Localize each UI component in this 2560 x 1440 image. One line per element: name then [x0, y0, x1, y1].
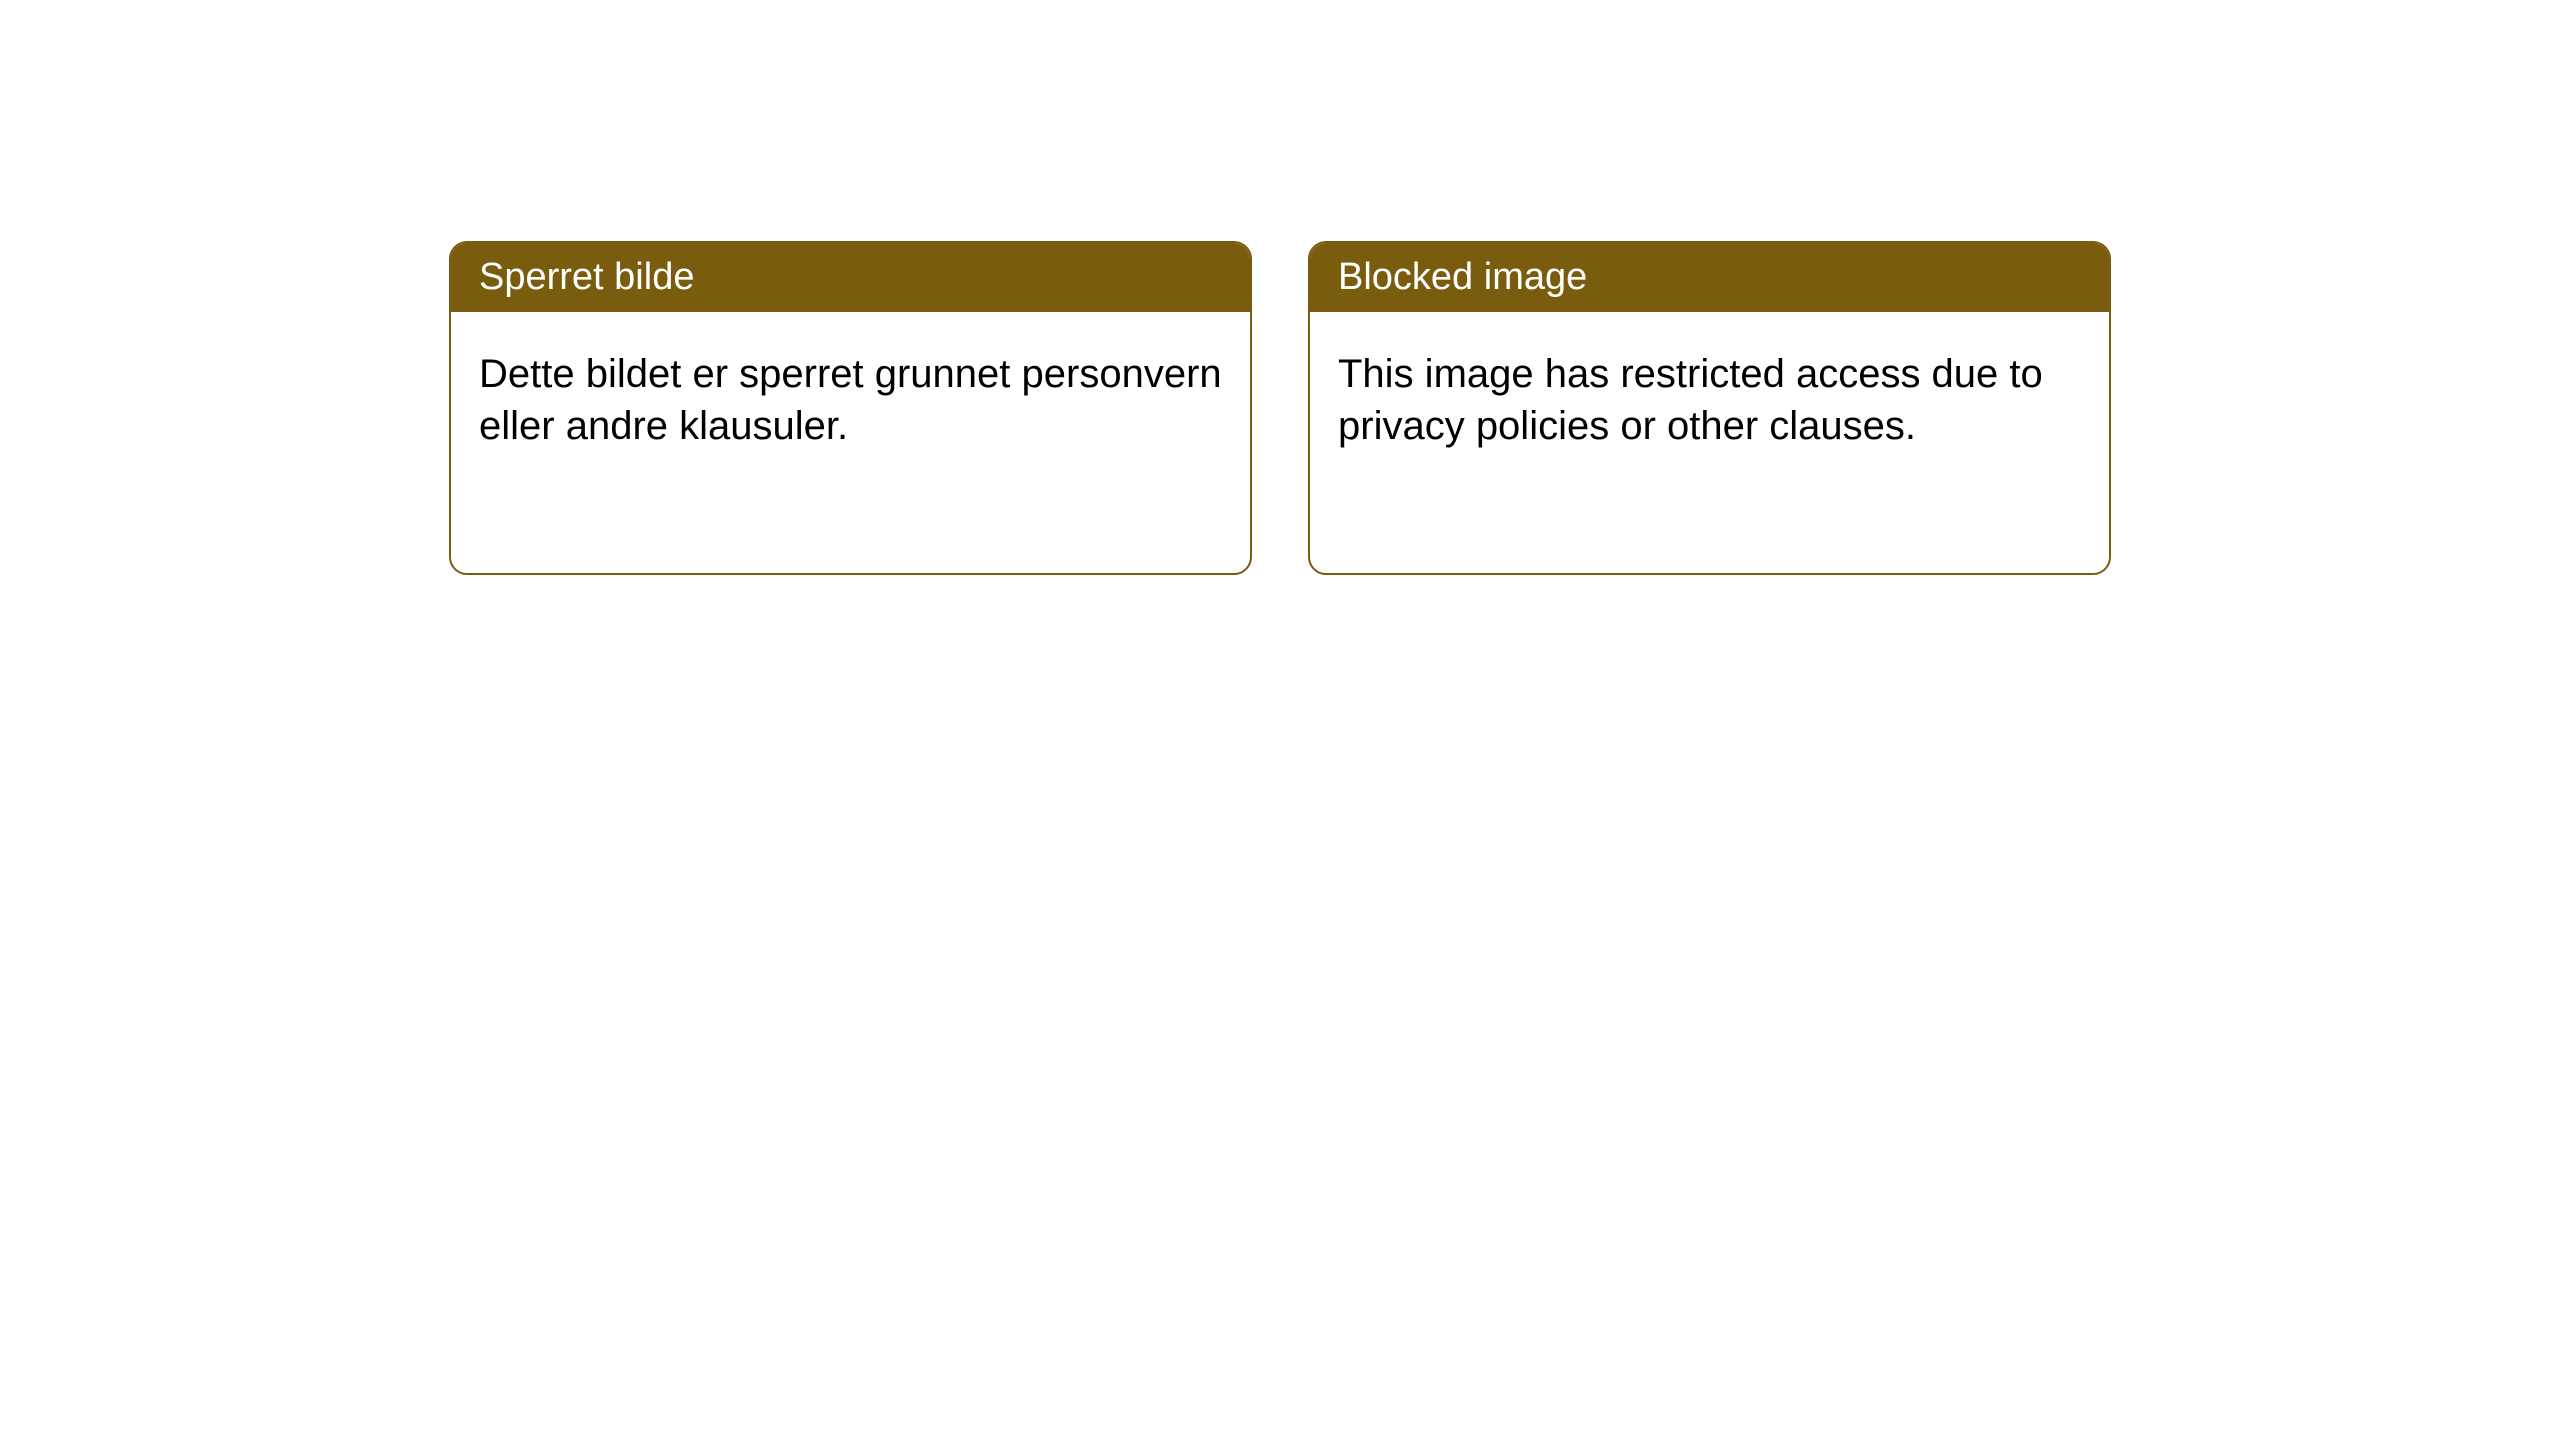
card-body-no: Dette bildet er sperret grunnet personve…	[451, 312, 1250, 488]
card-header-no: Sperret bilde	[451, 243, 1250, 312]
blocked-image-card-no: Sperret bilde Dette bildet er sperret gr…	[449, 241, 1252, 575]
card-body-en: This image has restricted access due to …	[1310, 312, 2109, 488]
cards-container: Sperret bilde Dette bildet er sperret gr…	[449, 241, 2111, 575]
card-header-en: Blocked image	[1310, 243, 2109, 312]
blocked-image-card-en: Blocked image This image has restricted …	[1308, 241, 2111, 575]
